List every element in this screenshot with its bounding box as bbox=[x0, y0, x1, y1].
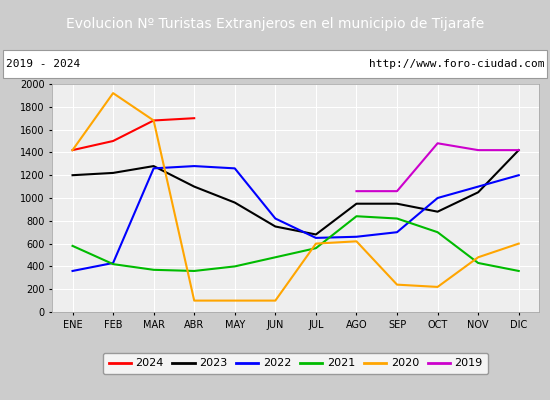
Text: 2019 - 2024: 2019 - 2024 bbox=[6, 59, 80, 69]
Legend: 2024, 2023, 2022, 2021, 2020, 2019: 2024, 2023, 2022, 2021, 2020, 2019 bbox=[103, 353, 488, 374]
FancyBboxPatch shape bbox=[3, 50, 547, 78]
Text: http://www.foro-ciudad.com: http://www.foro-ciudad.com bbox=[369, 59, 544, 69]
Text: Evolucion Nº Turistas Extranjeros en el municipio de Tijarafe: Evolucion Nº Turistas Extranjeros en el … bbox=[66, 17, 484, 31]
